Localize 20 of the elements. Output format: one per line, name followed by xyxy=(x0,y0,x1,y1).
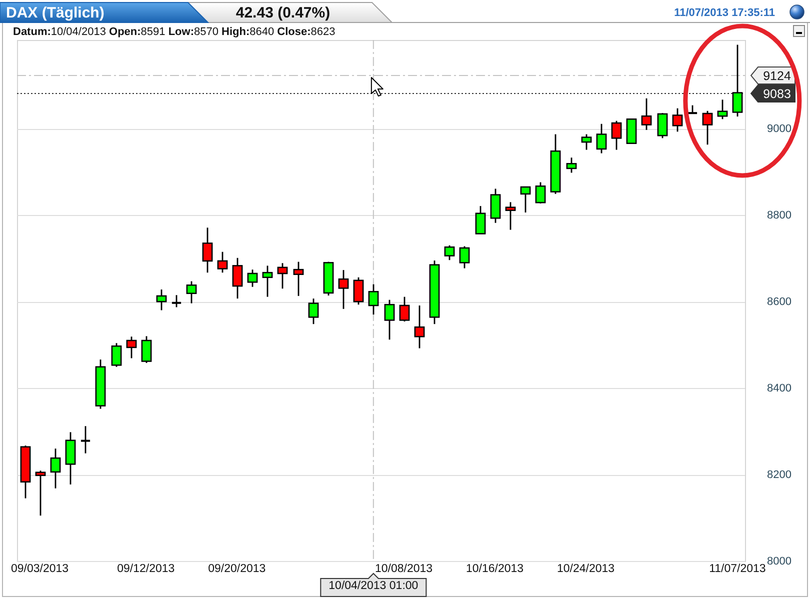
chart-subtitle: 42.43 (0.47%) xyxy=(236,4,330,22)
y-tick-label: 8400 xyxy=(767,382,792,395)
x-tick-label: 10/24/2013 xyxy=(556,563,615,576)
chart-title: DAX (Täglich) xyxy=(6,4,104,22)
x-tick-label: 09/03/2013 xyxy=(10,563,69,576)
x-tick-label: 09/12/2013 xyxy=(117,563,175,576)
y-tick-label: 8200 xyxy=(767,469,792,482)
x-tick-label: 09/20/2013 xyxy=(208,563,266,576)
y-tick-label: 8800 xyxy=(767,210,792,222)
y-tick-label: 8000 xyxy=(767,556,792,568)
y-tick-label: 9000 xyxy=(767,123,792,136)
x-tick-label: 10/04/2013 01:00 xyxy=(328,580,418,592)
ref-line-label: 9124 xyxy=(763,69,791,83)
ref-line-label: 9083 xyxy=(763,87,791,101)
x-tick-label: 11/07/2013 xyxy=(709,563,766,576)
y-tick-label: 8600 xyxy=(767,296,792,308)
text: Datum:10/04/2013 Open:8591 Low:8570 High:8640 Close:8623 xyxy=(13,26,336,38)
x-tick-label: 10/08/2013 xyxy=(374,563,433,576)
x-tick-label: 10/16/2013 xyxy=(466,563,524,576)
text: 11/07/2013 17:35:11 xyxy=(674,7,775,19)
